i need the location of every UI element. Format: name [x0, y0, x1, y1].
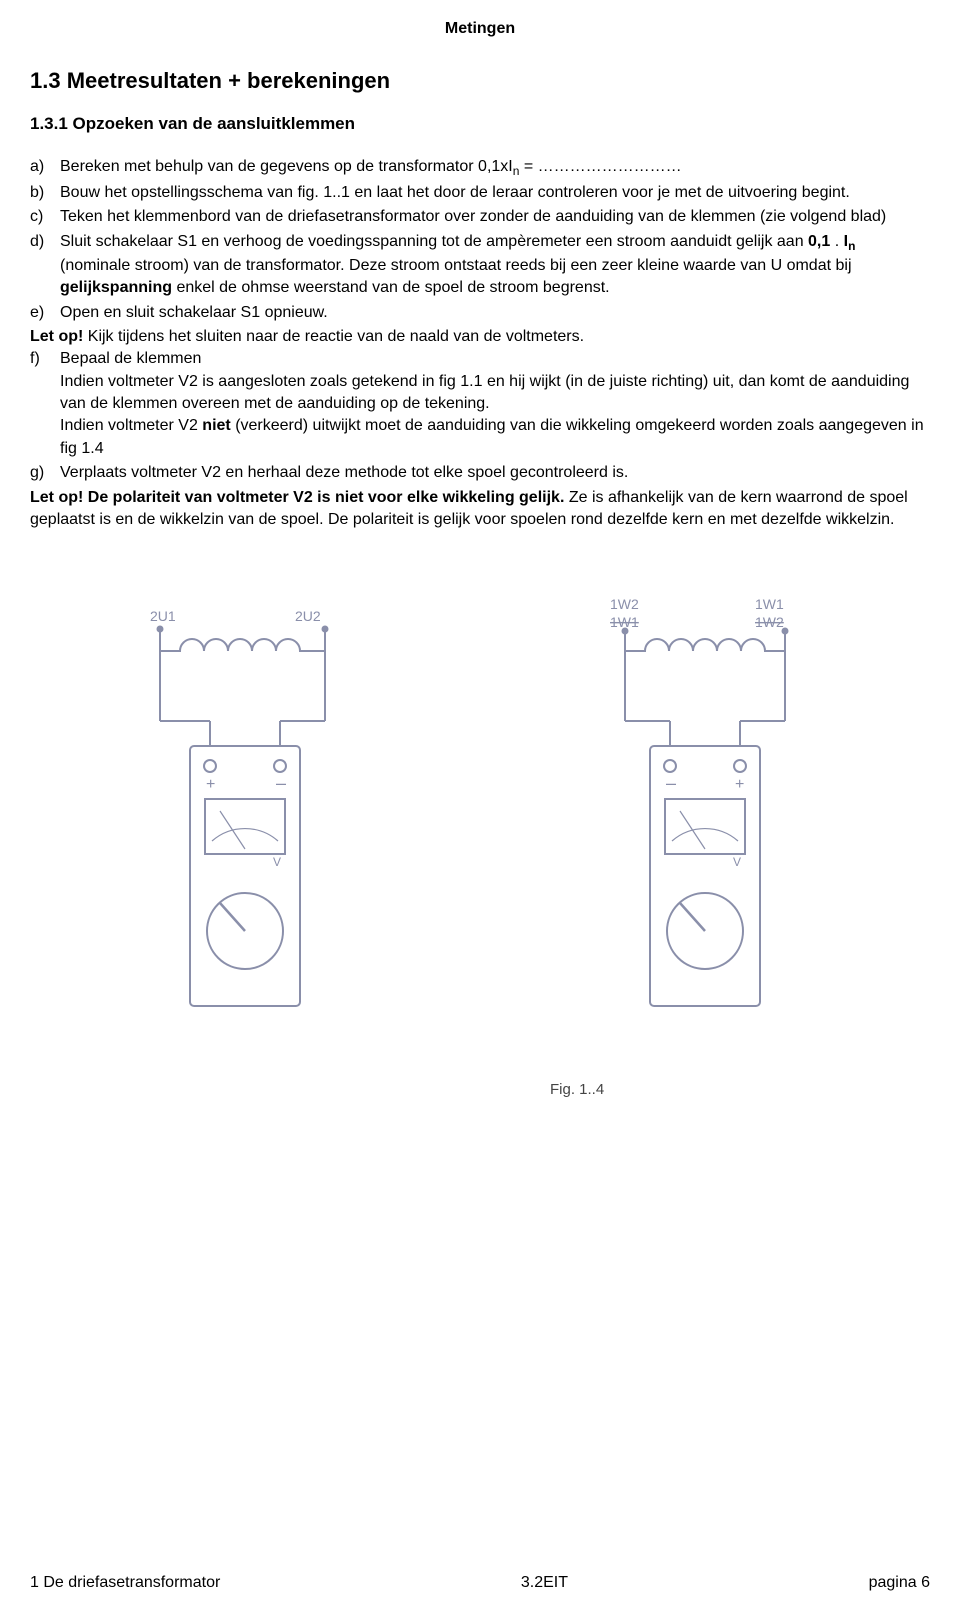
page-header-title: Metingen [30, 20, 930, 38]
f-line1: Bepaal de klemmen [60, 348, 930, 370]
letop1-text: Kijk tijdens het sluiten naar de reactie… [83, 328, 584, 345]
content-d: Sluit schakelaar S1 en verhoog de voedin… [60, 231, 930, 300]
a-pre: Bereken met behulp van de gegevens op de… [60, 158, 513, 175]
list-item-b: b) Bouw het opstellingsschema van fig. 1… [30, 182, 930, 204]
letop-1: Let op! Kijk tijdens het sluiten naar de… [30, 326, 930, 348]
d-bold1: 0,1 [808, 233, 835, 250]
list-item-g: g) Verplaats voltmeter V2 en herhaal dez… [30, 462, 930, 484]
content-b: Bouw het opstellingsschema van fig. 1..1… [60, 182, 930, 204]
letop-2: Let op! De polariteit van voltmeter V2 i… [30, 487, 930, 532]
marker-g: g) [30, 462, 60, 484]
marker-d: d) [30, 231, 60, 300]
content-g: Verplaats voltmeter V2 en herhaal deze m… [60, 462, 930, 484]
list-item-c: c) Teken het klemmenbord van de driefase… [30, 206, 930, 228]
label-1w2-strike: 1W2 [755, 614, 784, 630]
page-footer: 1 De driefasetransformator 3.2EIT pagina… [30, 1574, 930, 1592]
f-line3: Indien voltmeter V2 niet (verkeerd) uitw… [60, 415, 930, 460]
label-1w1-top: 1W1 [755, 596, 784, 612]
list-item-a: a) Bereken met behulp van de gegevens op… [30, 156, 930, 180]
d-post: enkel de ohmse weerstand van de spoel de… [172, 279, 610, 296]
footer-right: pagina 6 [869, 1574, 930, 1592]
svg-text:V: V [733, 855, 741, 869]
list-item-f: f) Bepaal de klemmen Indien voltmeter V2… [30, 348, 930, 460]
d-pre: Sluit schakelaar S1 en verhoog de voedin… [60, 233, 808, 250]
label-1w2-top: 1W2 [610, 596, 639, 612]
d-mid1: . [835, 233, 844, 250]
content-a: Bereken met behulp van de gegevens op de… [60, 156, 930, 180]
list-item-e: e) Open en sluit schakelaar S1 opnieuw. [30, 302, 930, 324]
footer-left: 1 De driefasetransformator [30, 1574, 220, 1592]
d-bold3: gelijkspanning [60, 279, 172, 296]
a-post: = ……………………… [519, 158, 681, 175]
svg-text:+: + [735, 776, 744, 793]
d-mid2: (nominale stroom) van de transformator. … [60, 257, 852, 274]
footer-center: 3.2EIT [521, 1574, 568, 1592]
f-line3-pre: Indien voltmeter V2 [60, 417, 202, 434]
content-c: Teken het klemmenbord van de driefasetra… [60, 206, 930, 228]
marker-b: b) [30, 182, 60, 204]
label-2u2: 2U2 [295, 608, 321, 624]
svg-text:–: – [666, 773, 676, 793]
f-line2: Indien voltmeter V2 is aangesloten zoals… [60, 371, 930, 416]
label-2u1: 2U1 [150, 608, 176, 624]
section-title: 1.3 Meetresultaten + berekeningen [30, 68, 930, 94]
voltmeter-diagram-left: 2U1 2U2 + – V [120, 591, 380, 1021]
f-line3-bold: niet [202, 417, 230, 434]
svg-text:V: V [273, 855, 281, 869]
list-item-d: d) Sluit schakelaar S1 en verhoog de voe… [30, 231, 930, 300]
letop2-bold: Let op! [30, 489, 83, 506]
diagrams-area: 2U1 2U2 + – V [30, 591, 930, 1191]
content-e: Open en sluit schakelaar S1 opnieuw. [60, 302, 930, 324]
content-f: Bepaal de klemmen Indien voltmeter V2 is… [60, 348, 930, 460]
svg-text:–: – [276, 773, 286, 793]
marker-f: f) [30, 348, 60, 460]
d-bold2-sub: n [848, 239, 855, 253]
letop2-bold-cont: De polariteit van voltmeter V2 is niet v… [83, 489, 564, 506]
marker-a: a) [30, 156, 60, 180]
subsection-title: 1.3.1 Opzoeken van de aansluitklemmen [30, 114, 930, 134]
svg-text:+: + [206, 776, 215, 793]
figure-caption: Fig. 1..4 [550, 1081, 604, 1098]
marker-e: e) [30, 302, 60, 324]
marker-c: c) [30, 206, 60, 228]
voltmeter-diagram-right: 1W2 1W1 1W1 1W2 – + [570, 591, 850, 1021]
instruction-list: a) Bereken met behulp van de gegevens op… [30, 156, 930, 531]
letop1-bold: Let op! [30, 328, 83, 345]
